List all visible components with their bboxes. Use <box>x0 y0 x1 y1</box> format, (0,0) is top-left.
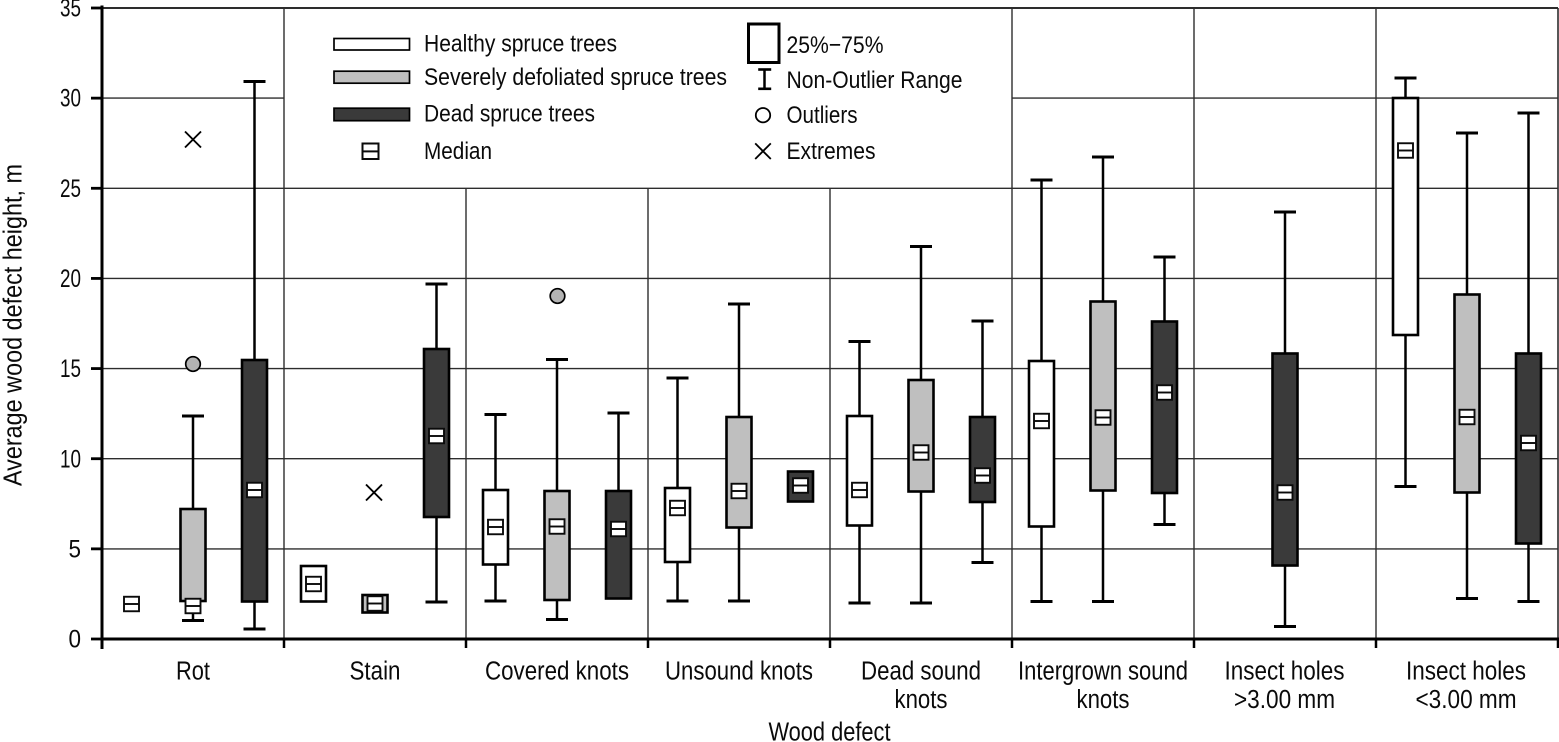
svg-text:25: 25 <box>60 175 81 203</box>
svg-text:Healthy spruce trees: Healthy spruce trees <box>424 30 617 57</box>
svg-text:10: 10 <box>60 445 81 473</box>
svg-text:Non-Outlier Range: Non-Outlier Range <box>787 67 963 94</box>
svg-text:Rot: Rot <box>176 658 210 686</box>
svg-text:15: 15 <box>60 355 81 383</box>
svg-text:20: 20 <box>60 265 81 293</box>
svg-text:Dead spruce trees: Dead spruce trees <box>424 101 595 128</box>
svg-text:Outliers: Outliers <box>787 102 858 129</box>
svg-text:Stain: Stain <box>350 658 401 686</box>
svg-text:>3.00 mm: >3.00 mm <box>1234 686 1335 714</box>
svg-text:0: 0 <box>69 626 82 654</box>
svg-text:Wood defect: Wood defect <box>769 719 891 742</box>
svg-text:30: 30 <box>60 85 81 113</box>
svg-text:Severely defoliated spruce tre: Severely defoliated spruce trees <box>424 64 727 91</box>
svg-text:25%−75%: 25%−75% <box>787 32 884 59</box>
svg-text:Intergrown sound: Intergrown sound <box>1018 658 1188 686</box>
svg-text:knots: knots <box>1077 686 1130 714</box>
svg-text:Dead sound: Dead sound <box>861 658 981 686</box>
svg-text:<3.00 mm: <3.00 mm <box>1416 686 1517 714</box>
svg-text:35: 35 <box>60 0 81 23</box>
svg-text:Unsound knots: Unsound knots <box>665 658 813 686</box>
svg-text:5: 5 <box>69 535 82 563</box>
svg-text:Median: Median <box>424 138 492 165</box>
svg-text:Covered knots: Covered knots <box>485 658 629 686</box>
svg-text:knots: knots <box>895 686 948 714</box>
svg-text:Extremes: Extremes <box>787 138 876 165</box>
svg-text:Insect holes: Insect holes <box>1225 658 1345 686</box>
svg-text:Insect holes: Insect holes <box>1406 658 1526 686</box>
svg-text:Average wood defect height, m: Average wood defect height, m <box>0 164 28 486</box>
